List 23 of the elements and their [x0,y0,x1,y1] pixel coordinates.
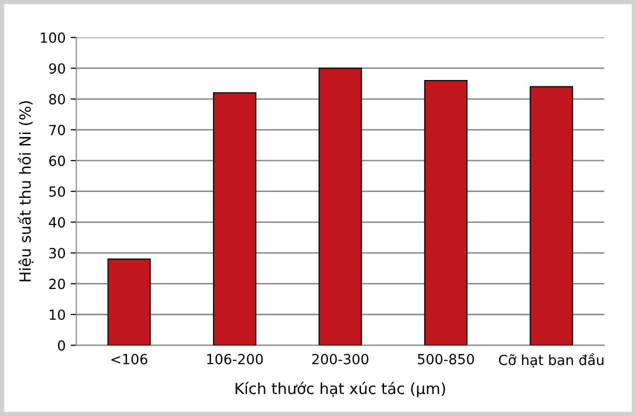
x-tick-label: 106-200 [207,354,263,364]
y-tick-label: 90 [49,63,65,74]
y-tick-label: 0 [58,340,65,351]
bar [213,92,256,346]
x-tick-label: 500-850 [418,354,474,364]
y-axis-title: Hiệu suất thu hồi Ni (%) [18,101,34,282]
y-tick-label: 100 [40,32,65,43]
y-tick-label: 10 [50,309,65,320]
y-tick-label: 80 [49,94,65,104]
y-tick-label: 20 [49,278,65,290]
x-tick-label: <106 [112,354,148,364]
y-tick-label: 30 [49,248,65,258]
y-tick-label: 60 [49,156,65,166]
bar [107,258,151,346]
x-tick-label: Cỡ hạt ban đầu [498,353,604,368]
y-tick-label: 70 [49,124,65,136]
y-tick-label: 50 [49,186,65,197]
y-tick-label: 40 [48,217,65,228]
x-axis-title: Kích thước hạt xúc tác (µm) [236,382,446,398]
x-tick-label: 200-300 [312,354,368,364]
bar [318,68,362,346]
bar [424,80,468,346]
bar [530,86,574,346]
